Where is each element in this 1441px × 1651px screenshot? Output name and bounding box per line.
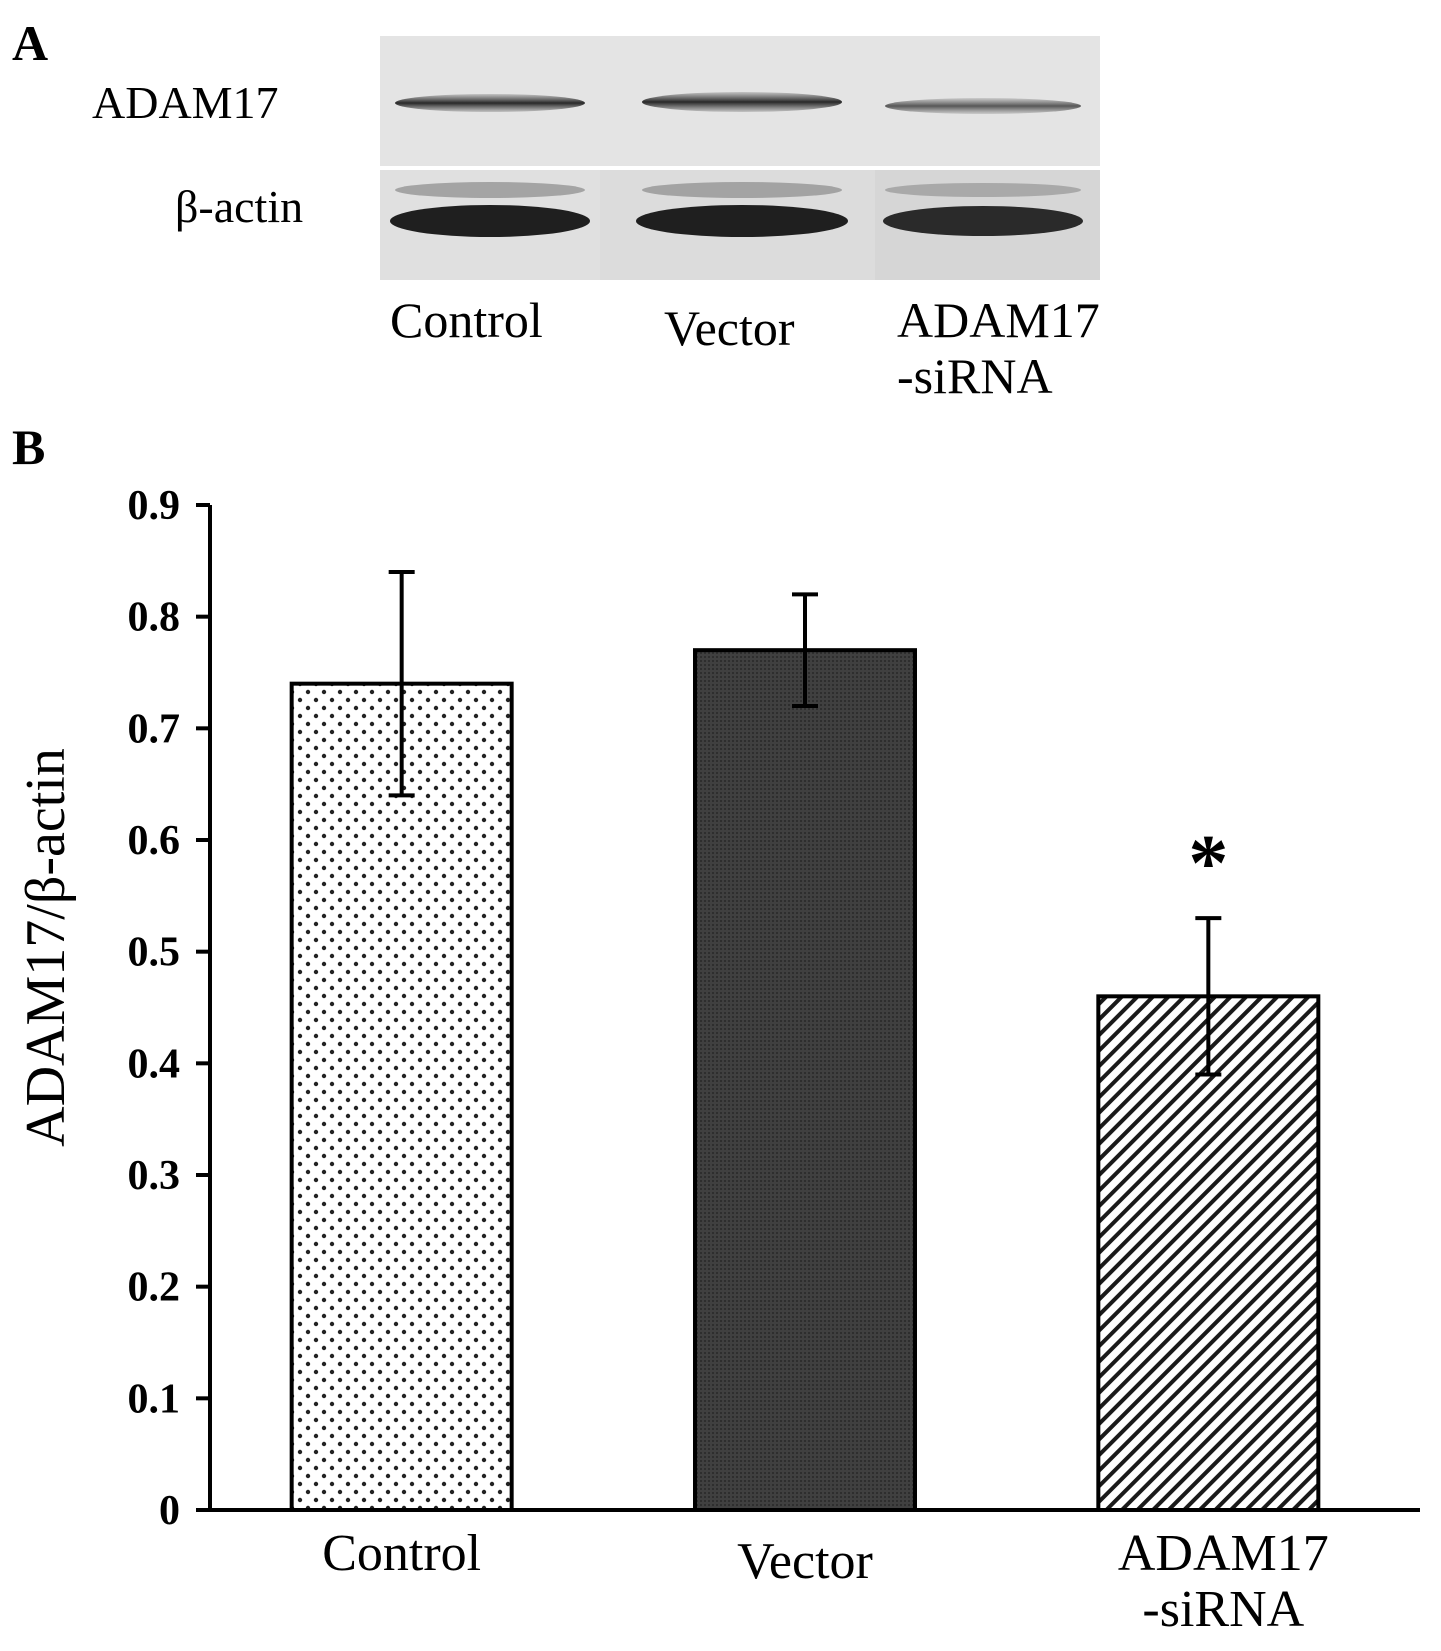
band-adam17-vector [642, 92, 842, 112]
bar [693, 648, 917, 1512]
x-tick-label: Control [322, 1525, 481, 1582]
blot-lane-label-control: Control [390, 292, 543, 348]
y-axis-label: ADAM17/β-actin [15, 748, 77, 1147]
x-tick-label: ADAM17 [1118, 1525, 1329, 1582]
y-tick-label: 0.9 [128, 483, 181, 529]
blot-lane-label-sirna: ADAM17 -siRNA [897, 292, 1100, 404]
y-tick-label: 0.7 [128, 706, 181, 752]
blot-lane-label-line: ADAM17 [897, 292, 1100, 348]
blot-row-label-actin: β-actin [175, 181, 304, 232]
blot-lane-label-line: -siRNA [897, 348, 1053, 404]
y-tick-label: 0.2 [128, 1265, 181, 1311]
band-actin-sirna [883, 206, 1083, 236]
x-tick-label: Vector [737, 1533, 873, 1590]
y-tick-label: 0.6 [128, 818, 181, 864]
blot-lane-label-line: Vector [664, 300, 795, 356]
blot-row-label-adam17: ADAM17 [92, 77, 279, 128]
bar [1096, 994, 1321, 1512]
band-actin-control [390, 205, 590, 237]
blot-lane-label-line: Control [390, 292, 543, 348]
x-tick-label: -siRNA [1142, 1581, 1304, 1638]
y-tick-label: 0 [159, 1488, 180, 1534]
band-adam17-control [395, 94, 585, 112]
significance-marker: * [1188, 820, 1228, 908]
panel-a-letter: A [12, 15, 49, 71]
band-adam17-sirna [885, 98, 1081, 114]
western-blot-image [380, 36, 1100, 280]
blot-lane-label-vector: Vector [664, 300, 795, 356]
y-tick-label: 0.4 [128, 1041, 181, 1087]
y-tick-label: 0.8 [128, 595, 181, 641]
y-tick-label: 0.1 [128, 1376, 181, 1422]
panel-b-letter: B [12, 419, 46, 475]
y-tick-label: 0.5 [128, 930, 181, 976]
band-actin-vector [636, 205, 848, 237]
bar [289, 681, 514, 1512]
y-tick-label: 0.3 [128, 1153, 181, 1199]
